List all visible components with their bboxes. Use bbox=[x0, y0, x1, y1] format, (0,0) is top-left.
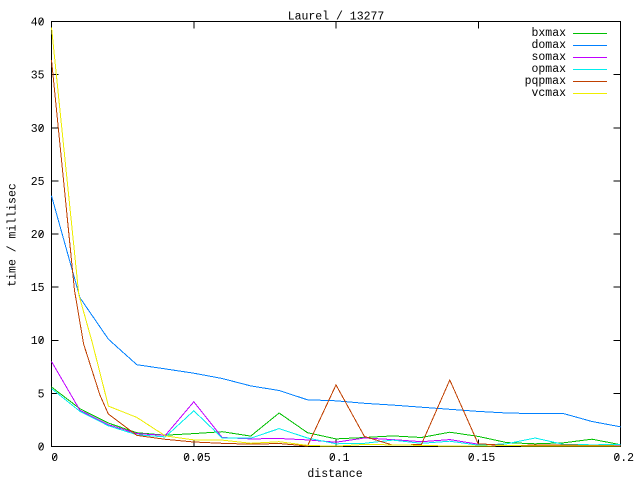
svg-text:time / millisec: time / millisec bbox=[7, 183, 20, 287]
svg-text:bxmax: bxmax bbox=[531, 27, 566, 40]
svg-text:0.15: 0.15 bbox=[468, 452, 496, 465]
svg-text:40: 40 bbox=[31, 17, 45, 30]
svg-text:0.05: 0.05 bbox=[183, 452, 211, 465]
svg-text:Laurel / 13277: Laurel / 13277 bbox=[288, 11, 385, 24]
svg-text:10: 10 bbox=[31, 335, 45, 348]
svg-text:0: 0 bbox=[51, 452, 58, 465]
svg-text:25: 25 bbox=[31, 176, 45, 189]
svg-text:opmax: opmax bbox=[531, 63, 566, 76]
svg-text:35: 35 bbox=[31, 70, 45, 83]
svg-text:0.2: 0.2 bbox=[613, 452, 634, 465]
svg-text:30: 30 bbox=[31, 123, 45, 136]
svg-text:somax: somax bbox=[531, 51, 566, 64]
svg-text:pqpmax: pqpmax bbox=[525, 75, 567, 88]
svg-text:0: 0 bbox=[38, 442, 45, 455]
svg-text:15: 15 bbox=[31, 282, 45, 295]
svg-text:20: 20 bbox=[31, 229, 45, 242]
svg-text:5: 5 bbox=[38, 388, 45, 401]
svg-text:0.1: 0.1 bbox=[329, 452, 350, 465]
svg-text:vcmax: vcmax bbox=[531, 87, 566, 100]
svg-text:domax: domax bbox=[531, 39, 566, 52]
svg-text:distance: distance bbox=[307, 468, 362, 480]
